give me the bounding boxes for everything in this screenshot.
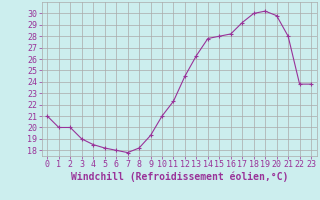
X-axis label: Windchill (Refroidissement éolien,°C): Windchill (Refroidissement éolien,°C) <box>70 172 288 182</box>
